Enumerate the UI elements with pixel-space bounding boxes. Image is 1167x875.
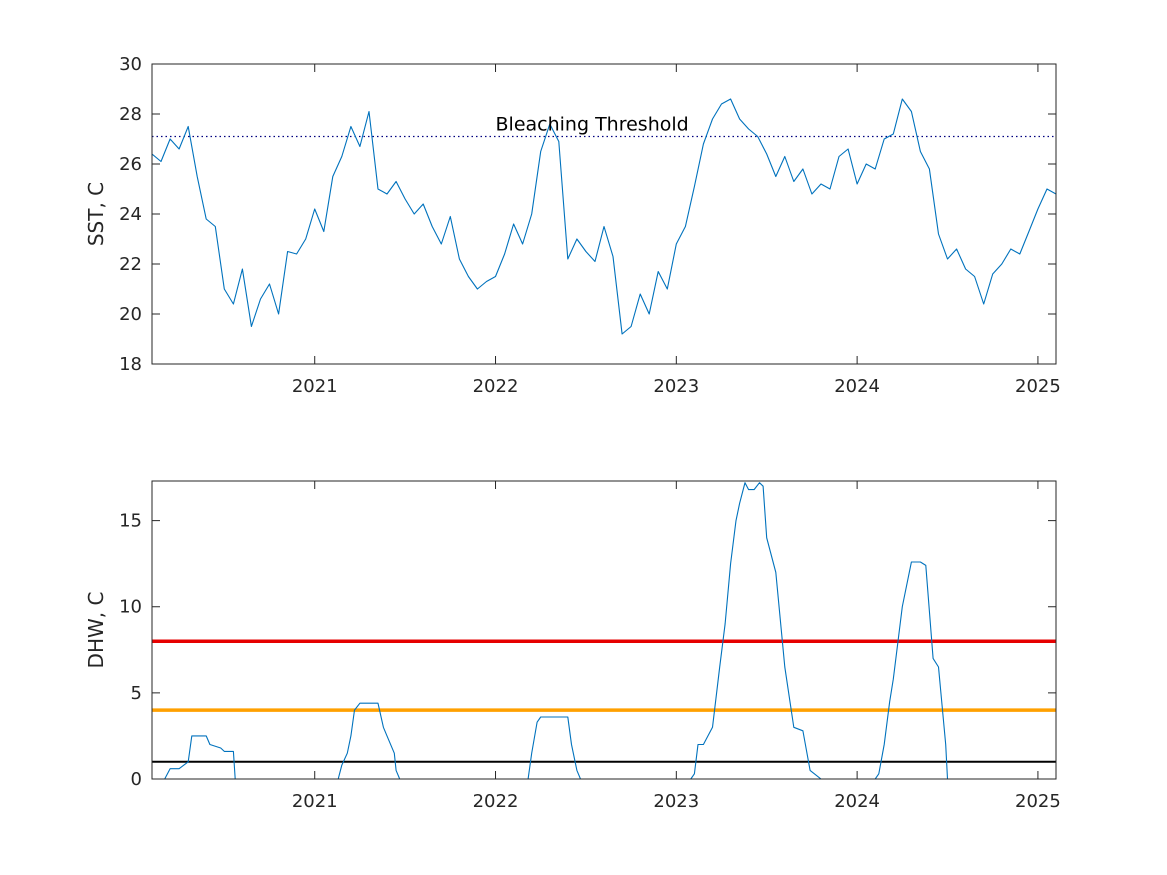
dhw-x-tick-label: 2025 — [1015, 791, 1061, 812]
sst-x-tick-label: 2023 — [653, 376, 699, 397]
sst-y-tick-label: 22 — [119, 254, 142, 275]
dhw-y-tick-label: 15 — [119, 511, 142, 532]
sst-plot-area: Bleaching Threshold — [152, 98, 1056, 335]
dhw-panel: 2021 2022 2023 2024 2025 0 5 10 15 DHW, C — [84, 480, 1061, 812]
dhw-y-axis-label: DHW, C — [84, 592, 108, 669]
sst-y-axis-label: SST, C — [84, 182, 108, 246]
dhw-y-tick-label: 5 — [131, 683, 142, 704]
dhw-axes-frame — [151, 480, 1057, 780]
sst-y-tick-label: 24 — [119, 204, 142, 225]
sst-y-tick-label: 18 — [119, 354, 142, 375]
dhw-x-tick-label: 2021 — [292, 791, 338, 812]
sst-y-tick-label: 26 — [119, 154, 142, 175]
bleaching-threshold-label: Bleaching Threshold — [496, 114, 689, 136]
sst-x-tick-label: 2022 — [473, 376, 519, 397]
sst-x-tick-label: 2025 — [1015, 376, 1061, 397]
sst-x-tick-label: 2024 — [834, 376, 880, 397]
dhw-y-tick-label: 10 — [119, 597, 142, 618]
dhw-x-tick-label: 2023 — [653, 791, 699, 812]
dhw-plot-area — [152, 482, 1056, 779]
dhw-x-tick-label: 2022 — [473, 791, 519, 812]
sst-y-tick-label: 30 — [119, 54, 142, 75]
sst-series-line — [152, 98, 1056, 335]
dhw-ticks: 2021 2022 2023 2024 2025 0 5 10 15 — [119, 481, 1061, 812]
sst-y-tick-label: 20 — [119, 304, 142, 325]
dhw-x-tick-label: 2024 — [834, 791, 880, 812]
sst-x-tick-label: 2021 — [292, 376, 338, 397]
dhw-y-tick-label: 0 — [131, 769, 142, 790]
sst-panel: Bleaching Threshold 2021 2022 2023 2024 2025… — [84, 54, 1061, 397]
sst-y-tick-label: 28 — [119, 104, 142, 125]
dhw-series-line — [152, 482, 1056, 779]
